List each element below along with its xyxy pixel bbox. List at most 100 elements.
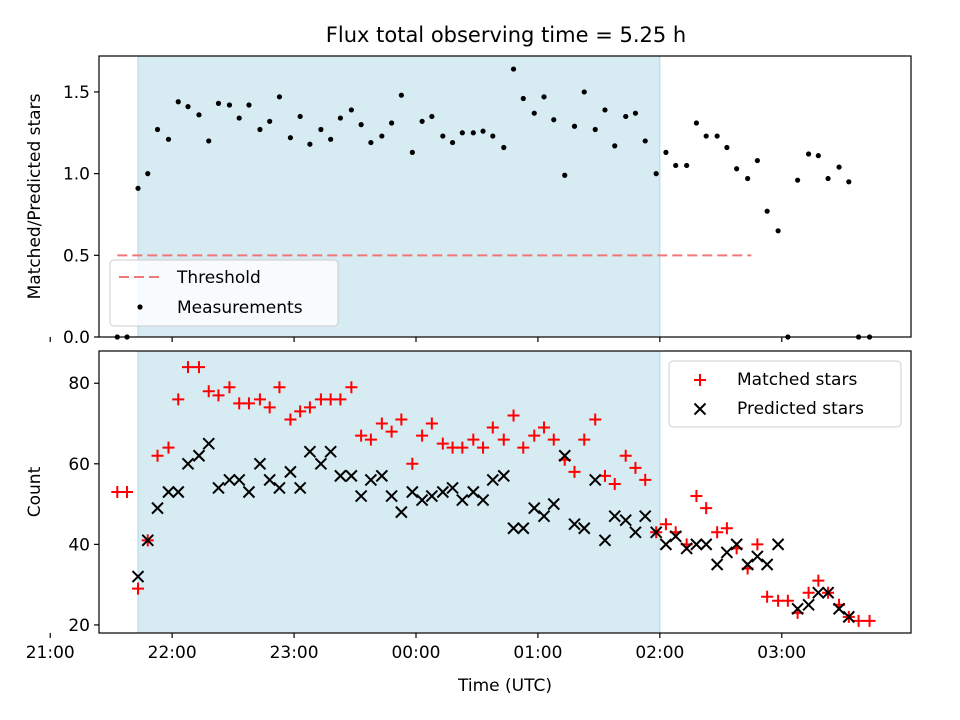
matched-stars-point bbox=[852, 614, 865, 627]
matched-stars-point bbox=[812, 574, 825, 587]
y-axis-label: Count bbox=[25, 466, 45, 517]
measurement-point bbox=[571, 123, 578, 129]
measurement-point bbox=[581, 89, 587, 95]
x-tick-label: 23:00 bbox=[270, 643, 319, 663]
predicted-stars-point bbox=[202, 437, 215, 450]
matched-stars-point bbox=[192, 361, 205, 374]
predicted-stars-point bbox=[619, 513, 632, 527]
measurement-point bbox=[429, 113, 435, 120]
x-tick-label: 03:00 bbox=[757, 643, 806, 663]
measurement-point bbox=[653, 171, 659, 177]
matched-stars-point bbox=[467, 433, 480, 446]
measurement-point bbox=[185, 104, 191, 110]
predicted-stars-point bbox=[486, 473, 500, 487]
x-axis-label: Time (UTC) bbox=[457, 676, 552, 696]
measurement-point bbox=[775, 228, 781, 234]
predicted-stars-point bbox=[507, 522, 520, 535]
x-tick-label: 02:00 bbox=[635, 643, 684, 663]
measurement-point bbox=[470, 130, 476, 136]
predicted-stars-point bbox=[162, 485, 175, 499]
predicted-stars-point bbox=[425, 489, 439, 503]
matched-stars-point bbox=[406, 457, 419, 470]
predicted-stars-point bbox=[568, 518, 581, 531]
predicted-stars-point bbox=[720, 546, 734, 559]
bottom-panel-counts: 20 40 60 80 21:00 22:00 23:00 00:00 01:00 02:00 03… bbox=[25, 350, 912, 696]
measurement-point bbox=[358, 122, 364, 128]
matched-stars-point bbox=[242, 397, 255, 410]
measurement-point bbox=[825, 175, 831, 182]
matched-stars-point bbox=[507, 409, 520, 422]
predicted-stars-point bbox=[284, 465, 297, 479]
y-tick-label: 60 bbox=[68, 455, 90, 475]
measurement-point bbox=[389, 120, 395, 126]
predicted-stars-point bbox=[730, 538, 743, 551]
measurement-point bbox=[297, 113, 303, 120]
predicted-stars-point bbox=[802, 598, 815, 612]
matched-stars-point bbox=[253, 393, 266, 406]
chart-title: Flux total observing time = 5.25 h bbox=[326, 23, 686, 47]
matched-stars-point bbox=[619, 449, 632, 462]
measurement-point bbox=[490, 133, 496, 139]
measurement-point bbox=[531, 110, 537, 116]
predicted-stars-point bbox=[192, 449, 206, 462]
matched-stars-point bbox=[294, 405, 307, 418]
legend-matched-swatch bbox=[694, 374, 706, 386]
y-tick-label: 0.0 bbox=[63, 328, 90, 348]
measurement-point bbox=[642, 138, 648, 144]
matched-stars-point bbox=[711, 526, 724, 539]
matched-stars-point bbox=[700, 502, 713, 515]
matched-stars-point bbox=[172, 393, 185, 406]
measurement-point bbox=[206, 138, 212, 144]
predicted-stars-point bbox=[151, 501, 164, 515]
matched-stars-point bbox=[802, 586, 815, 599]
predicted-stars-point bbox=[385, 489, 398, 503]
legend-box bbox=[109, 259, 339, 327]
predicted-stars-point bbox=[324, 445, 337, 458]
measurement-point bbox=[165, 136, 172, 142]
predicted-stars-point bbox=[212, 481, 225, 495]
measurement-point bbox=[684, 162, 690, 169]
predicted-stars-point bbox=[791, 602, 804, 616]
predicted-stars-point bbox=[821, 586, 835, 599]
measurement-point bbox=[257, 126, 263, 133]
matched-stars-point bbox=[375, 417, 388, 430]
predicted-stars-point bbox=[375, 469, 389, 483]
y-tick-label: 1.0 bbox=[63, 165, 90, 185]
predicted-stars-point bbox=[639, 509, 652, 523]
predicted-stars-point bbox=[303, 445, 317, 458]
predicted-stars-point bbox=[334, 469, 347, 483]
axes-frame bbox=[98, 350, 912, 634]
measurement-point bbox=[724, 144, 730, 151]
matched-stars-point bbox=[863, 614, 876, 627]
predicted-stars-point bbox=[528, 501, 541, 515]
predicted-stars-point bbox=[771, 538, 785, 551]
measurement-point bbox=[551, 117, 557, 123]
matched-stars-point bbox=[538, 421, 551, 434]
predicted-stars-point bbox=[578, 522, 591, 535]
predicted-stars-point bbox=[812, 586, 825, 599]
matched-stars-point bbox=[720, 522, 733, 535]
predicted-stars-point bbox=[141, 534, 154, 547]
x-tick-label: 21:00 bbox=[26, 643, 75, 663]
measurement-point bbox=[663, 149, 669, 155]
predicted-stars-point bbox=[842, 610, 856, 624]
measurement-point bbox=[734, 166, 740, 172]
y-axis-label: Matched/Predicted stars bbox=[25, 93, 45, 299]
legend-top: Threshold Measurements bbox=[109, 259, 339, 327]
measurement-point bbox=[145, 171, 151, 177]
legend-label: Matched stars bbox=[737, 370, 857, 390]
predicted-stars-point bbox=[172, 485, 185, 499]
matched-stars-point bbox=[121, 486, 134, 498]
predicted-stars-point bbox=[395, 505, 408, 519]
predicted-stars-point bbox=[690, 538, 703, 551]
matched-stars-point bbox=[395, 413, 408, 426]
matched-stars-point bbox=[364, 433, 377, 446]
matched-stars-point bbox=[781, 594, 794, 607]
measurement-point bbox=[541, 94, 547, 100]
matched-stars-point bbox=[212, 389, 225, 402]
matched-stars-point bbox=[436, 437, 449, 450]
matched-stars-point bbox=[659, 518, 672, 531]
measurement-point bbox=[602, 107, 608, 113]
measurement-point bbox=[419, 118, 425, 124]
measurement-point bbox=[795, 177, 801, 183]
